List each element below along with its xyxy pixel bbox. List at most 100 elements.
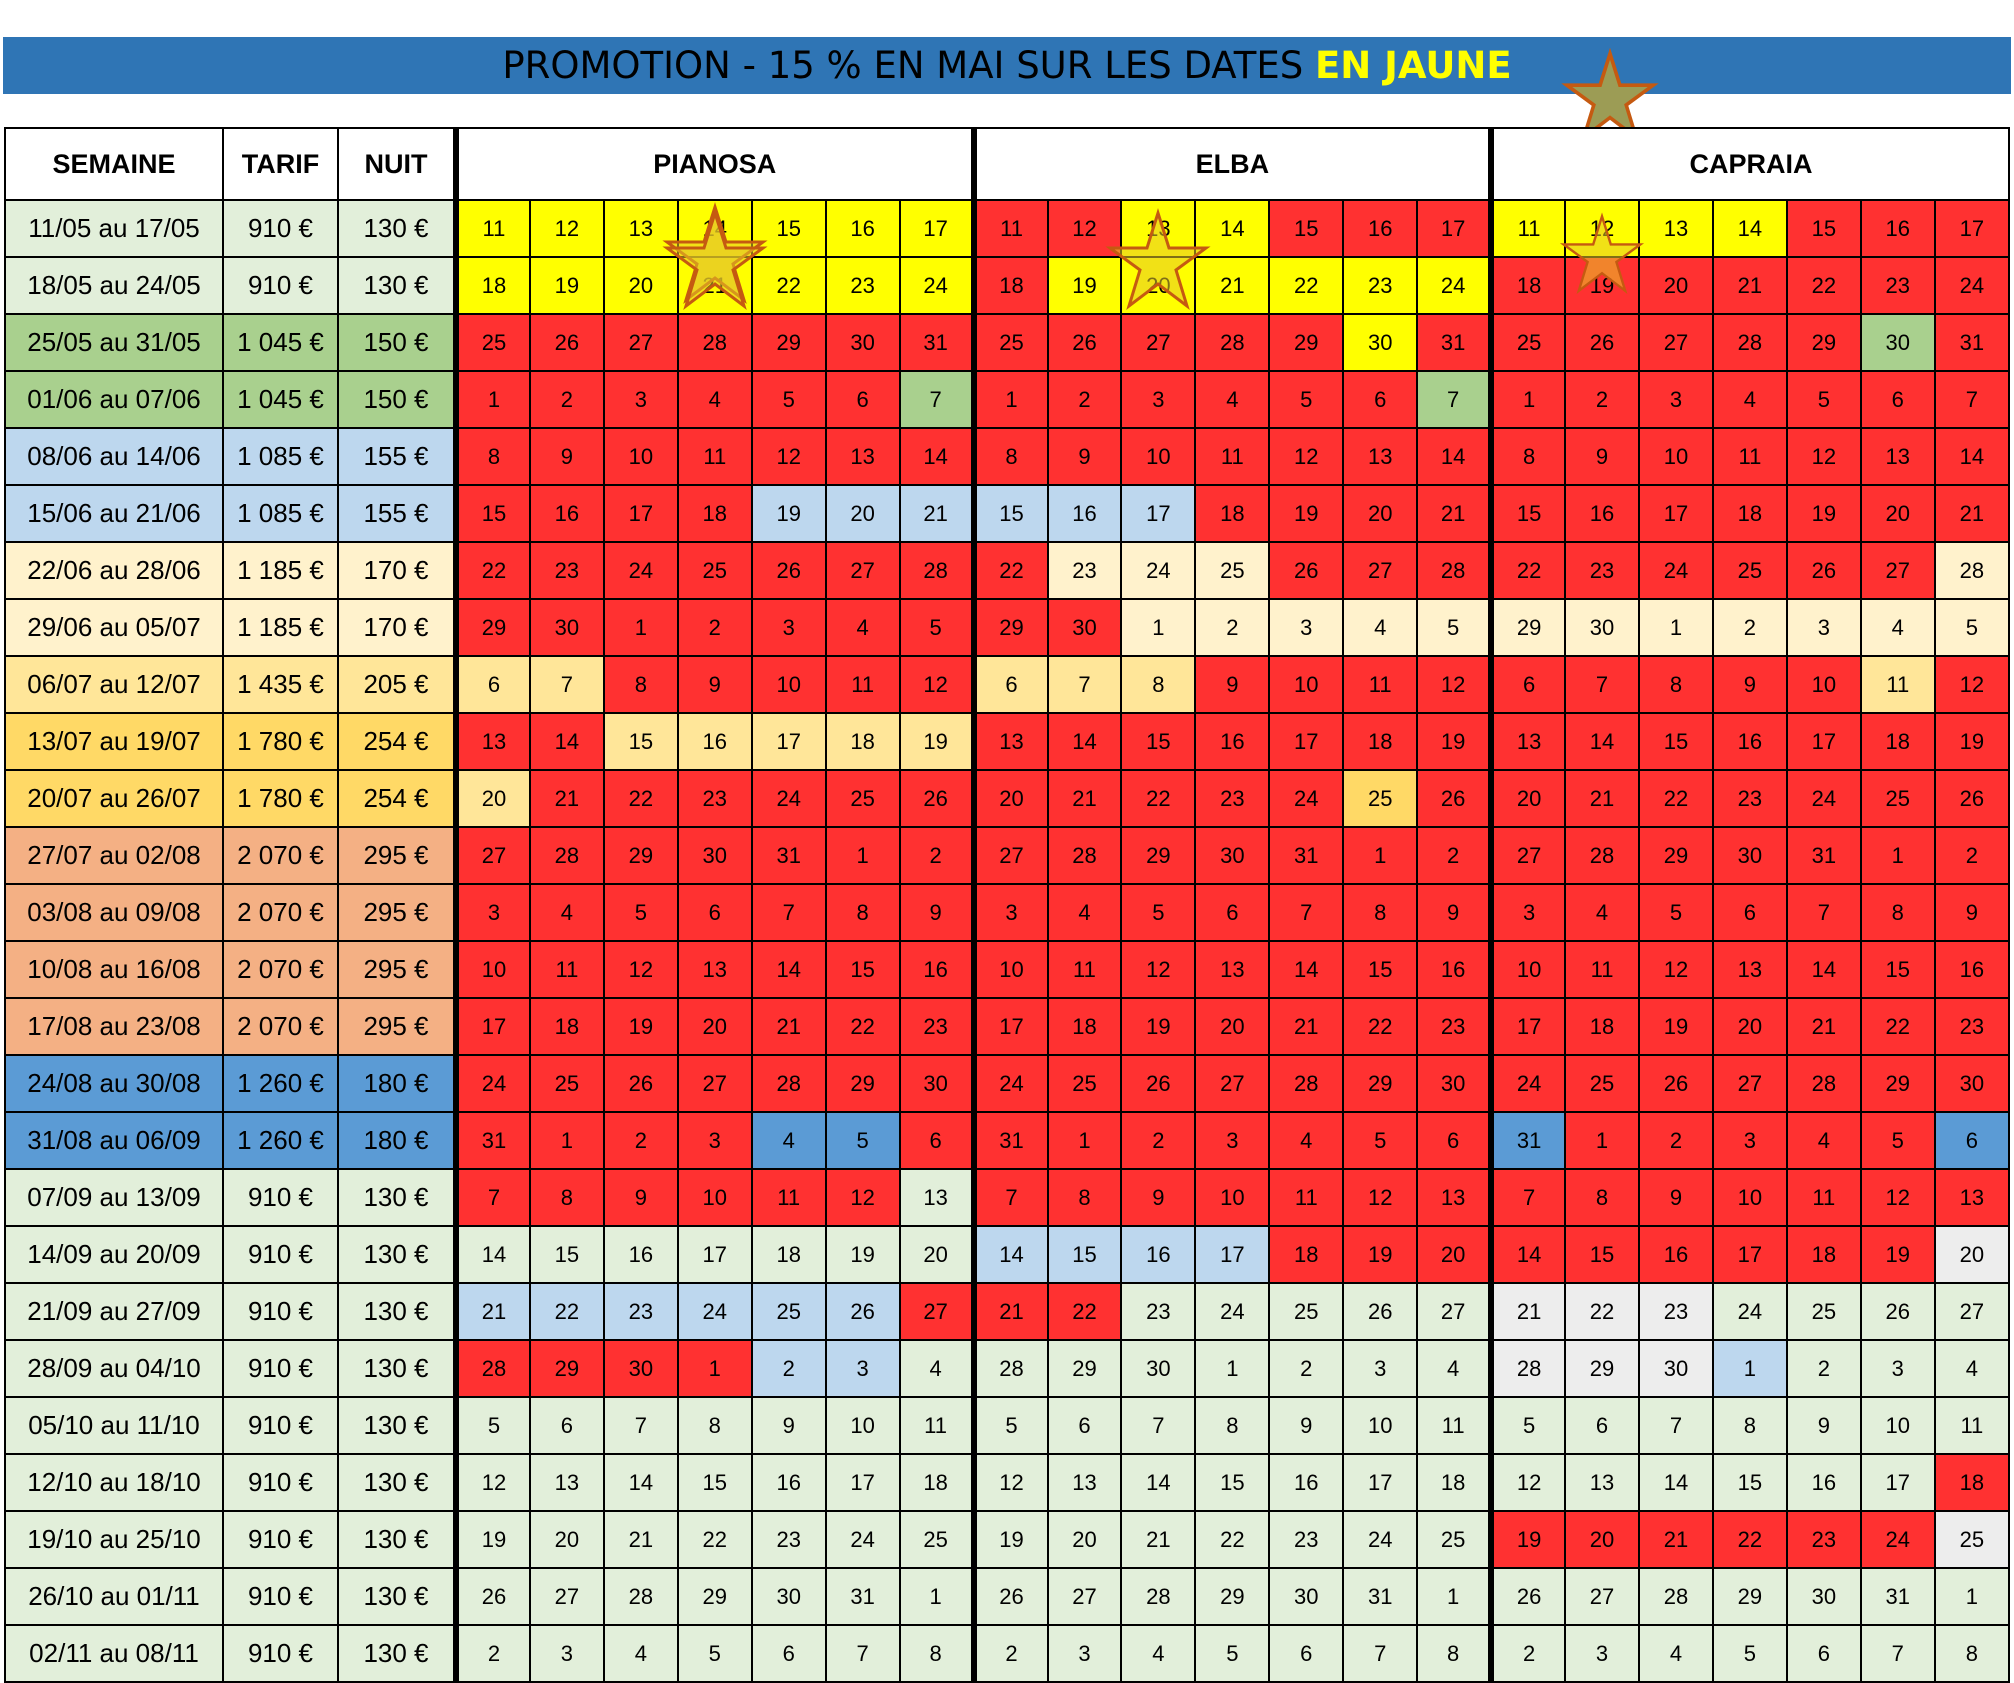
day-cell-capraia[interactable]: 2 — [1488, 1624, 1567, 1683]
day-cell-capraia[interactable]: 5 — [1638, 883, 1714, 942]
day-cell-elba[interactable]: 21 — [1194, 256, 1271, 315]
day-cell-capraia[interactable]: 10 — [1711, 1168, 1788, 1227]
day-cell-elba[interactable]: 19 — [1268, 484, 1345, 543]
day-cell-pianosa[interactable]: 8 — [898, 1624, 975, 1683]
day-cell-pianosa[interactable]: 2 — [676, 598, 753, 657]
day-cell-capraia[interactable]: 21 — [1564, 769, 1640, 828]
day-cell-elba[interactable]: 2 — [1046, 370, 1123, 429]
day-cell-capraia[interactable]: 5 — [1711, 1624, 1788, 1683]
day-cell-elba[interactable]: 22 — [1046, 1282, 1123, 1341]
day-cell-elba[interactable]: 11 — [1342, 655, 1419, 714]
day-cell-pianosa[interactable]: 21 — [750, 997, 827, 1056]
day-cell-elba[interactable]: 13 — [1342, 427, 1419, 486]
day-cell-elba[interactable]: 23 — [1120, 1282, 1197, 1341]
day-cell-pianosa[interactable]: 18 — [528, 997, 605, 1056]
day-cell-pianosa[interactable]: 17 — [453, 997, 531, 1056]
day-cell-capraia[interactable]: 8 — [1933, 1624, 2011, 1683]
day-cell-capraia[interactable]: 13 — [1564, 1453, 1640, 1512]
day-cell-capraia[interactable]: 20 — [1638, 256, 1714, 315]
day-cell-pianosa[interactable]: 10 — [453, 940, 531, 999]
day-cell-elba[interactable]: 3 — [1268, 598, 1345, 657]
day-cell-elba[interactable]: 12 — [1268, 427, 1345, 486]
day-cell-capraia[interactable]: 19 — [1933, 712, 2011, 771]
day-cell-pianosa[interactable]: 26 — [898, 769, 975, 828]
day-cell-capraia[interactable]: 18 — [1564, 997, 1640, 1056]
day-cell-pianosa[interactable]: 6 — [528, 1396, 605, 1455]
day-cell-pianosa[interactable]: 15 — [528, 1225, 605, 1284]
day-cell-capraia[interactable]: 31 — [1859, 1567, 1936, 1626]
day-cell-elba[interactable]: 18 — [1194, 484, 1271, 543]
day-cell-capraia[interactable]: 7 — [1933, 370, 2011, 429]
day-cell-pianosa[interactable]: 18 — [453, 256, 531, 315]
day-cell-capraia[interactable]: 21 — [1785, 997, 1862, 1056]
day-cell-capraia[interactable]: 22 — [1711, 1510, 1788, 1569]
day-cell-pianosa[interactable]: 15 — [453, 484, 531, 543]
day-cell-elba[interactable]: 31 — [1342, 1567, 1419, 1626]
day-cell-elba[interactable]: 6 — [1342, 370, 1419, 429]
day-cell-pianosa[interactable]: 29 — [602, 826, 679, 885]
day-cell-elba[interactable]: 28 — [1046, 826, 1123, 885]
day-cell-capraia[interactable]: 14 — [1638, 1453, 1714, 1512]
day-cell-elba[interactable]: 3 — [1194, 1111, 1271, 1170]
day-cell-elba[interactable]: 31 — [1268, 826, 1345, 885]
day-cell-capraia[interactable]: 21 — [1711, 256, 1788, 315]
day-cell-pianosa[interactable]: 24 — [750, 769, 827, 828]
day-cell-pianosa[interactable]: 16 — [750, 1453, 827, 1512]
day-cell-elba[interactable]: 25 — [970, 313, 1049, 372]
day-cell-elba[interactable]: 10 — [1268, 655, 1345, 714]
day-cell-pianosa[interactable]: 18 — [824, 712, 901, 771]
day-cell-elba[interactable]: 8 — [1342, 883, 1419, 942]
day-cell-pianosa[interactable]: 18 — [676, 484, 753, 543]
day-cell-capraia[interactable]: 18 — [1711, 484, 1788, 543]
day-cell-capraia[interactable]: 27 — [1711, 1054, 1788, 1113]
day-cell-elba[interactable]: 16 — [1120, 1225, 1197, 1284]
day-cell-elba[interactable]: 5 — [1416, 598, 1493, 657]
day-cell-elba[interactable]: 21 — [1046, 769, 1123, 828]
day-cell-capraia[interactable]: 12 — [1933, 655, 2011, 714]
day-cell-elba[interactable]: 27 — [970, 826, 1049, 885]
day-cell-pianosa[interactable]: 28 — [453, 1339, 531, 1398]
day-cell-elba[interactable]: 11 — [1046, 940, 1123, 999]
day-cell-pianosa[interactable]: 29 — [824, 1054, 901, 1113]
day-cell-elba[interactable]: 19 — [1120, 997, 1197, 1056]
day-cell-elba[interactable]: 17 — [1194, 1225, 1271, 1284]
day-cell-elba[interactable]: 30 — [1194, 826, 1271, 885]
day-cell-capraia[interactable]: 28 — [1488, 1339, 1567, 1398]
day-cell-pianosa[interactable]: 15 — [676, 1453, 753, 1512]
day-cell-elba[interactable]: 10 — [1120, 427, 1197, 486]
day-cell-pianosa[interactable]: 30 — [528, 598, 605, 657]
day-cell-pianosa[interactable]: 21 — [898, 484, 975, 543]
day-cell-elba[interactable]: 27 — [1194, 1054, 1271, 1113]
day-cell-capraia[interactable]: 13 — [1711, 940, 1788, 999]
day-cell-capraia[interactable]: 7 — [1564, 655, 1640, 714]
day-cell-elba[interactable]: 30 — [1120, 1339, 1197, 1398]
day-cell-capraia[interactable]: 18 — [1488, 256, 1567, 315]
day-cell-elba[interactable]: 8 — [1046, 1168, 1123, 1227]
day-cell-capraia[interactable]: 8 — [1564, 1168, 1640, 1227]
day-cell-capraia[interactable]: 30 — [1564, 598, 1640, 657]
day-cell-elba[interactable]: 29 — [1194, 1567, 1271, 1626]
day-cell-pianosa[interactable]: 25 — [676, 541, 753, 600]
day-cell-elba[interactable]: 17 — [1342, 1453, 1419, 1512]
day-cell-elba[interactable]: 27 — [1416, 1282, 1493, 1341]
day-cell-pianosa[interactable]: 16 — [898, 940, 975, 999]
day-cell-pianosa[interactable]: 24 — [898, 256, 975, 315]
day-cell-elba[interactable]: 4 — [1268, 1111, 1345, 1170]
day-cell-pianosa[interactable]: 1 — [453, 370, 531, 429]
day-cell-capraia[interactable]: 1 — [1933, 1567, 2011, 1626]
day-cell-capraia[interactable]: 29 — [1638, 826, 1714, 885]
day-cell-elba[interactable]: 11 — [970, 199, 1049, 258]
day-cell-elba[interactable]: 26 — [1120, 1054, 1197, 1113]
day-cell-capraia[interactable]: 25 — [1564, 1054, 1640, 1113]
day-cell-capraia[interactable]: 26 — [1564, 313, 1640, 372]
day-cell-capraia[interactable]: 27 — [1933, 1282, 2011, 1341]
day-cell-capraia[interactable]: 6 — [1785, 1624, 1862, 1683]
day-cell-pianosa[interactable]: 26 — [528, 313, 605, 372]
day-cell-elba[interactable]: 21 — [1268, 997, 1345, 1056]
day-cell-pianosa[interactable]: 27 — [824, 541, 901, 600]
day-cell-capraia[interactable]: 27 — [1638, 313, 1714, 372]
day-cell-pianosa[interactable]: 31 — [898, 313, 975, 372]
day-cell-pianosa[interactable]: 22 — [750, 256, 827, 315]
day-cell-elba[interactable]: 30 — [1416, 1054, 1493, 1113]
day-cell-elba[interactable]: 19 — [1046, 256, 1123, 315]
